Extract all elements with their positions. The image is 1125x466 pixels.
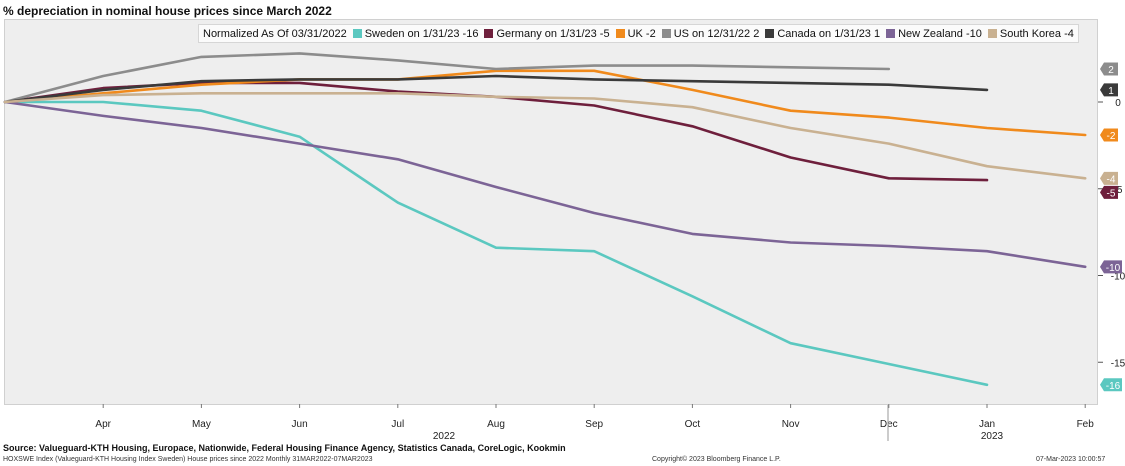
legend-swatch xyxy=(662,29,671,38)
legend-swatch xyxy=(353,29,362,38)
legend-item-new-zealand: New Zealand -10 xyxy=(886,28,982,40)
year-label: 2022 xyxy=(433,431,456,442)
legend-item-uk: UK -2 xyxy=(616,28,656,40)
end-tag-label-1: -5 xyxy=(1107,188,1116,199)
chart-svg: 0 -5 -10 -15 Apr May Jun Jul Aug Sep Oct Nov Dec Jan F… xyxy=(0,0,1125,466)
y-tick-label: 0 xyxy=(1115,98,1121,109)
x-tick-label: Jun xyxy=(292,419,308,430)
legend-swatch xyxy=(484,29,493,38)
fine-print: HOXSWE Index (Valueguard-KTH Housing Ind… xyxy=(3,456,373,463)
end-tag-label-4: 1 xyxy=(1108,86,1114,97)
x-tick-label: Sep xyxy=(585,419,603,430)
x-tick-label: Feb xyxy=(1077,419,1095,430)
x-tick-label: Nov xyxy=(782,419,800,430)
legend-item-sweden: Sweden on 1/31/23 -16 xyxy=(353,28,479,40)
end-tag-label-0: -16 xyxy=(1106,381,1121,392)
year-label: 2023 xyxy=(981,431,1004,442)
legend-label: Germany on 1/31/23 -5 xyxy=(496,28,609,40)
x-tick-label: May xyxy=(192,419,211,430)
legend-header: Normalized As Of 03/31/2022 xyxy=(203,28,347,40)
timestamp: 07-Mar-2023 10:00:57 xyxy=(1036,456,1105,463)
x-tick-label: Dec xyxy=(880,419,898,430)
end-tag-label-3: 2 xyxy=(1108,65,1114,76)
series-line-6 xyxy=(5,93,1085,178)
legend-item-germany: Germany on 1/31/23 -5 xyxy=(484,28,609,40)
x-tick-label: Jan xyxy=(979,419,995,430)
x-tick-label: Jul xyxy=(391,419,404,430)
x-tick-label: Apr xyxy=(95,419,111,430)
legend-label: South Korea -4 xyxy=(1000,28,1074,40)
legend-label: Canada on 1/31/23 1 xyxy=(777,28,880,40)
chart-legend: Normalized As Of 03/31/2022 Sweden on 1/… xyxy=(198,24,1079,43)
legend-item-canada: Canada on 1/31/23 1 xyxy=(765,28,880,40)
source-line: Source: Valueguard-KTH Housing, Europace… xyxy=(3,443,566,453)
y-tick-label: -15 xyxy=(1111,358,1125,369)
legend-item-south-korea: South Korea -4 xyxy=(988,28,1074,40)
x-tick-label: Aug xyxy=(487,419,505,430)
end-tag-label-6: -4 xyxy=(1107,174,1116,185)
legend-swatch xyxy=(765,29,774,38)
legend-swatch xyxy=(616,29,625,38)
x-tick-label: Oct xyxy=(685,419,701,430)
legend-label: New Zealand -10 xyxy=(898,28,982,40)
legend-item-us: US on 12/31/22 2 xyxy=(662,28,760,40)
series-line-2 xyxy=(5,71,1085,135)
legend-label: UK -2 xyxy=(628,28,656,40)
legend-label: Sweden on 1/31/23 -16 xyxy=(365,28,479,40)
legend-swatch xyxy=(886,29,895,38)
series-line-5 xyxy=(5,102,1085,267)
end-tag-label-5: -10 xyxy=(1106,263,1121,274)
copyright: Copyright© 2023 Bloomberg Finance L.P. xyxy=(652,456,781,463)
legend-label: US on 12/31/22 2 xyxy=(674,28,760,40)
end-tag-label-2: -2 xyxy=(1107,131,1116,142)
legend-swatch xyxy=(988,29,997,38)
